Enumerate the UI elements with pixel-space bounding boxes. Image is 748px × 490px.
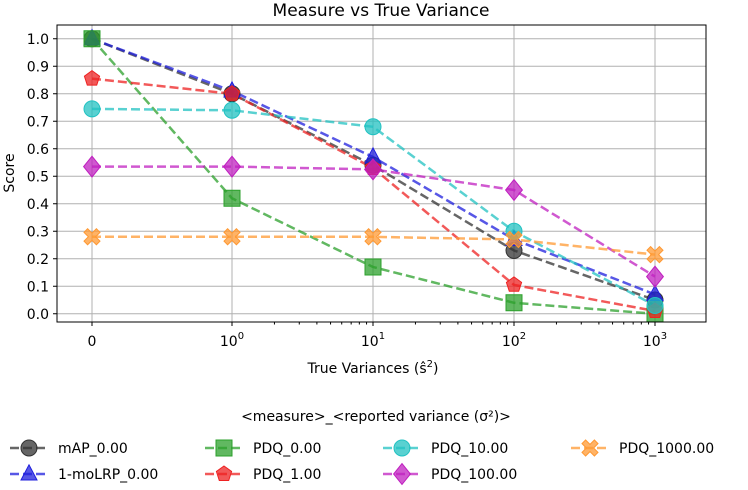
data-point-5-4 — [645, 265, 665, 288]
data-point-5-0 — [82, 155, 102, 178]
legend-item-5: PDQ_100.00 — [383, 462, 517, 486]
data-point-6-1 — [223, 228, 241, 246]
data-point-3-3 — [505, 276, 523, 292]
legend-marker — [20, 463, 38, 481]
legend-item-6: PDQ_1000.00 — [571, 439, 714, 457]
data-point-4-1 — [223, 101, 241, 119]
y-axis-ticks: 0.0 0.1 0.2 0.3 0.4 0.5 0.6 0.7 0.8 0.9 1.0 — [27, 32, 57, 323]
legend-label: PDQ_10.00 — [431, 441, 508, 457]
x-tick-label: 101 — [361, 331, 385, 350]
legend-item-0: mAP_0.00 — [10, 439, 128, 457]
y-tick-label: 0.8 — [27, 87, 49, 103]
data-point-2-0 — [83, 30, 101, 48]
legend-label: PDQ_100.00 — [431, 467, 517, 483]
data-point-4-4 — [646, 297, 664, 314]
legend-label: PDQ_1000.00 — [619, 441, 714, 457]
legend-marker — [20, 439, 38, 457]
legend-item-4: PDQ_10.00 — [383, 439, 508, 457]
y-tick-label: 0.5 — [27, 169, 49, 185]
data-point-6-0 — [83, 228, 101, 246]
legend-item-3: PDQ_1.00 — [205, 465, 321, 483]
data-point-4-0 — [83, 100, 101, 118]
y-axis-label: Score — [2, 153, 18, 192]
y-tick-label: 0.2 — [27, 252, 49, 268]
chart-title: Measure vs True Variance — [273, 1, 490, 21]
legend-marker — [215, 465, 233, 481]
data-point-6-3 — [505, 230, 523, 249]
data-point-3-0 — [83, 69, 101, 86]
x-tick-label: 0 — [88, 334, 97, 350]
data-point-6-4 — [646, 245, 664, 264]
data-point-2-3 — [505, 294, 523, 312]
data-point-5-3 — [504, 178, 524, 202]
y-tick-label: 0.0 — [27, 307, 49, 323]
data-point-5-2 — [363, 158, 383, 181]
legend-marker — [581, 439, 599, 457]
y-tick-label: 0.3 — [27, 224, 49, 240]
data-point-5-1 — [222, 155, 242, 178]
y-tick-label: 1.0 — [27, 32, 49, 48]
y-tick-label: 0.7 — [27, 114, 49, 130]
legend-label: PDQ_0.00 — [253, 441, 321, 457]
legend-item-2: PDQ_0.00 — [205, 439, 321, 457]
y-tick-label: 0.6 — [27, 142, 49, 158]
legend-label: PDQ_1.00 — [253, 467, 321, 483]
legend-marker — [393, 439, 411, 457]
x-tick-label: 103 — [643, 331, 667, 350]
data-point-2-2 — [364, 258, 382, 276]
data-point-2-1 — [223, 189, 241, 207]
series-markers — [82, 28, 665, 323]
legend-item-1: 1-moLRP_0.00 — [10, 463, 158, 483]
y-tick-label: 0.4 — [27, 197, 49, 213]
legend-label: mAP_0.00 — [58, 441, 128, 457]
data-point-4-2 — [364, 118, 382, 136]
data-point-6-2 — [364, 228, 382, 246]
plot-frame — [56, 24, 707, 323]
legend-label: 1-moLRP_0.00 — [58, 467, 158, 483]
legend-marker — [215, 439, 233, 457]
grid — [57, 25, 706, 322]
x-axis-label: True Variances (ŝ2) — [306, 359, 438, 377]
series-line-0 — [91, 37, 656, 302]
legend: mAP_0.00 1-moLRP_0.00 PDQ_0.00 PDQ_1.00 PDQ_… — [10, 439, 714, 486]
y-tick-label: 0.9 — [27, 59, 49, 75]
legend-title: <measure>_<reported variance (σ²)> — [241, 409, 511, 425]
x-tick-label: 102 — [502, 331, 526, 350]
data-point-3-1 — [223, 85, 241, 101]
x-axis-ticks: 0 100 101 102 103 — [88, 322, 667, 350]
y-tick-label: 0.1 — [27, 279, 49, 295]
x-tick-label: 100 — [220, 331, 244, 350]
legend-marker — [392, 462, 412, 486]
